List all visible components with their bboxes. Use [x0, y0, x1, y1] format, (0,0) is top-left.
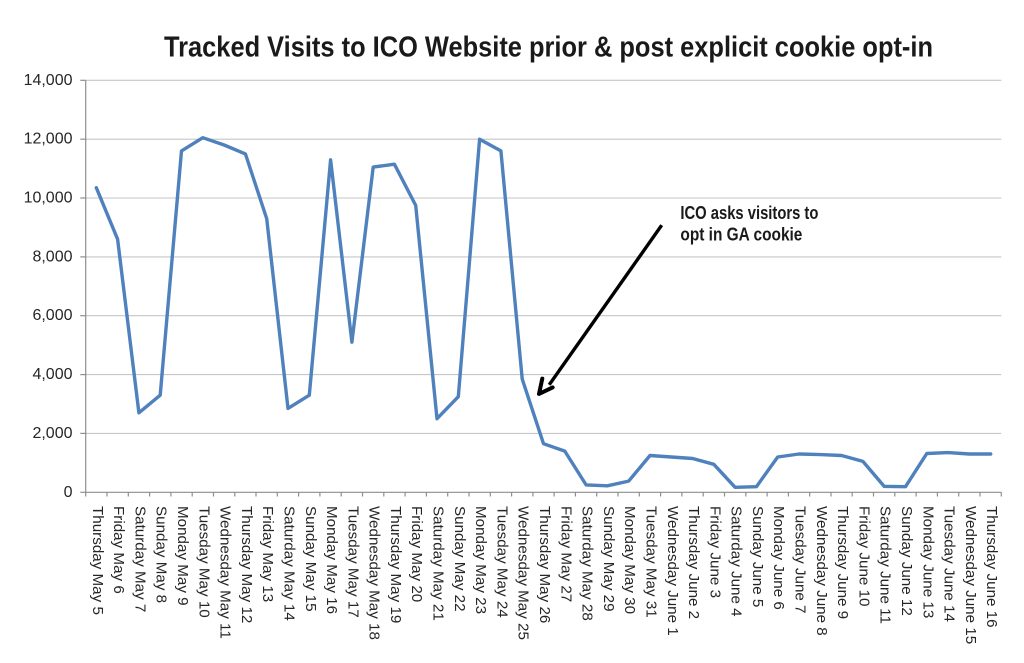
- svg-text:0: 0: [64, 484, 73, 501]
- svg-text:Tuesday June 7: Tuesday June 7: [792, 506, 809, 614]
- svg-text:Monday May 16: Monday May 16: [323, 506, 340, 614]
- svg-text:Sunday May 29: Sunday May 29: [600, 506, 617, 612]
- svg-text:Saturday May 21: Saturday May 21: [430, 506, 447, 621]
- svg-text:Tracked Visits to ICO Website: Tracked Visits to ICO Website prior & po…: [164, 31, 933, 63]
- svg-text:Tuesday May 10: Tuesday May 10: [195, 506, 212, 618]
- svg-text:Wednesday May 25: Wednesday May 25: [515, 506, 532, 640]
- svg-text:Thursday May 26: Thursday May 26: [536, 506, 553, 623]
- svg-text:Tuesday June 14: Tuesday June 14: [941, 506, 958, 622]
- svg-text:ICO asks visitors to: ICO asks visitors to: [680, 202, 818, 223]
- svg-text:4,000: 4,000: [32, 366, 72, 383]
- svg-text:Friday May 27: Friday May 27: [557, 506, 574, 602]
- svg-text:Thursday June 16: Thursday June 16: [983, 506, 1000, 628]
- svg-text:Tuesday May 17: Tuesday May 17: [344, 506, 361, 618]
- svg-text:Wednesday June 8: Wednesday June 8: [813, 506, 830, 636]
- svg-text:Tuesday May 31: Tuesday May 31: [643, 506, 660, 618]
- svg-text:8,000: 8,000: [32, 248, 72, 265]
- svg-text:Monday May 23: Monday May 23: [472, 506, 489, 614]
- svg-text:Sunday May 15: Sunday May 15: [302, 506, 319, 612]
- svg-text:Friday May 6: Friday May 6: [110, 506, 127, 594]
- svg-text:Thursday May 12: Thursday May 12: [238, 506, 255, 623]
- svg-text:Wednesday June 15: Wednesday June 15: [962, 506, 979, 644]
- svg-text:Thursday June 2: Thursday June 2: [685, 506, 702, 619]
- svg-text:Sunday June 12: Sunday June 12: [898, 506, 915, 616]
- svg-text:Friday May 20: Friday May 20: [408, 506, 425, 602]
- svg-text:Wednesday May 18: Wednesday May 18: [366, 506, 383, 640]
- svg-text:Friday June 10: Friday June 10: [855, 506, 872, 606]
- svg-text:opt in GA cookie: opt in GA cookie: [680, 223, 802, 244]
- svg-text:Wednesday May 11: Wednesday May 11: [217, 506, 234, 639]
- svg-text:Friday May 13: Friday May 13: [259, 506, 276, 602]
- svg-text:Saturday May 7: Saturday May 7: [131, 506, 148, 612]
- svg-text:Sunday May 8: Sunday May 8: [153, 506, 170, 603]
- svg-text:Wednesday June 1: Wednesday June 1: [664, 506, 681, 636]
- svg-text:Monday June 13: Monday June 13: [919, 506, 936, 618]
- svg-text:Thursday May 5: Thursday May 5: [89, 506, 106, 615]
- svg-text:6,000: 6,000: [32, 307, 72, 324]
- svg-text:Saturday May 14: Saturday May 14: [281, 506, 298, 621]
- svg-text:Monday June 6: Monday June 6: [770, 506, 787, 610]
- svg-text:Tuesday May 24: Tuesday May 24: [493, 506, 510, 618]
- svg-text:Saturday May 28: Saturday May 28: [579, 506, 596, 621]
- svg-text:12,000: 12,000: [24, 131, 73, 148]
- svg-text:14,000: 14,000: [24, 72, 73, 89]
- svg-text:Sunday June 5: Sunday June 5: [749, 506, 766, 607]
- svg-text:Sunday May 22: Sunday May 22: [451, 506, 468, 612]
- svg-text:Saturday June 11: Saturday June 11: [877, 506, 894, 624]
- svg-text:10,000: 10,000: [24, 190, 73, 207]
- svg-text:Friday June 3: Friday June 3: [706, 506, 723, 598]
- svg-text:Saturday June 4: Saturday June 4: [728, 506, 745, 617]
- svg-text:Thursday May 19: Thursday May 19: [387, 506, 404, 623]
- svg-text:Thursday June 9: Thursday June 9: [834, 506, 851, 619]
- svg-text:Monday May 9: Monday May 9: [174, 506, 191, 606]
- svg-text:Monday May 30: Monday May 30: [621, 506, 638, 614]
- svg-text:2,000: 2,000: [32, 425, 72, 442]
